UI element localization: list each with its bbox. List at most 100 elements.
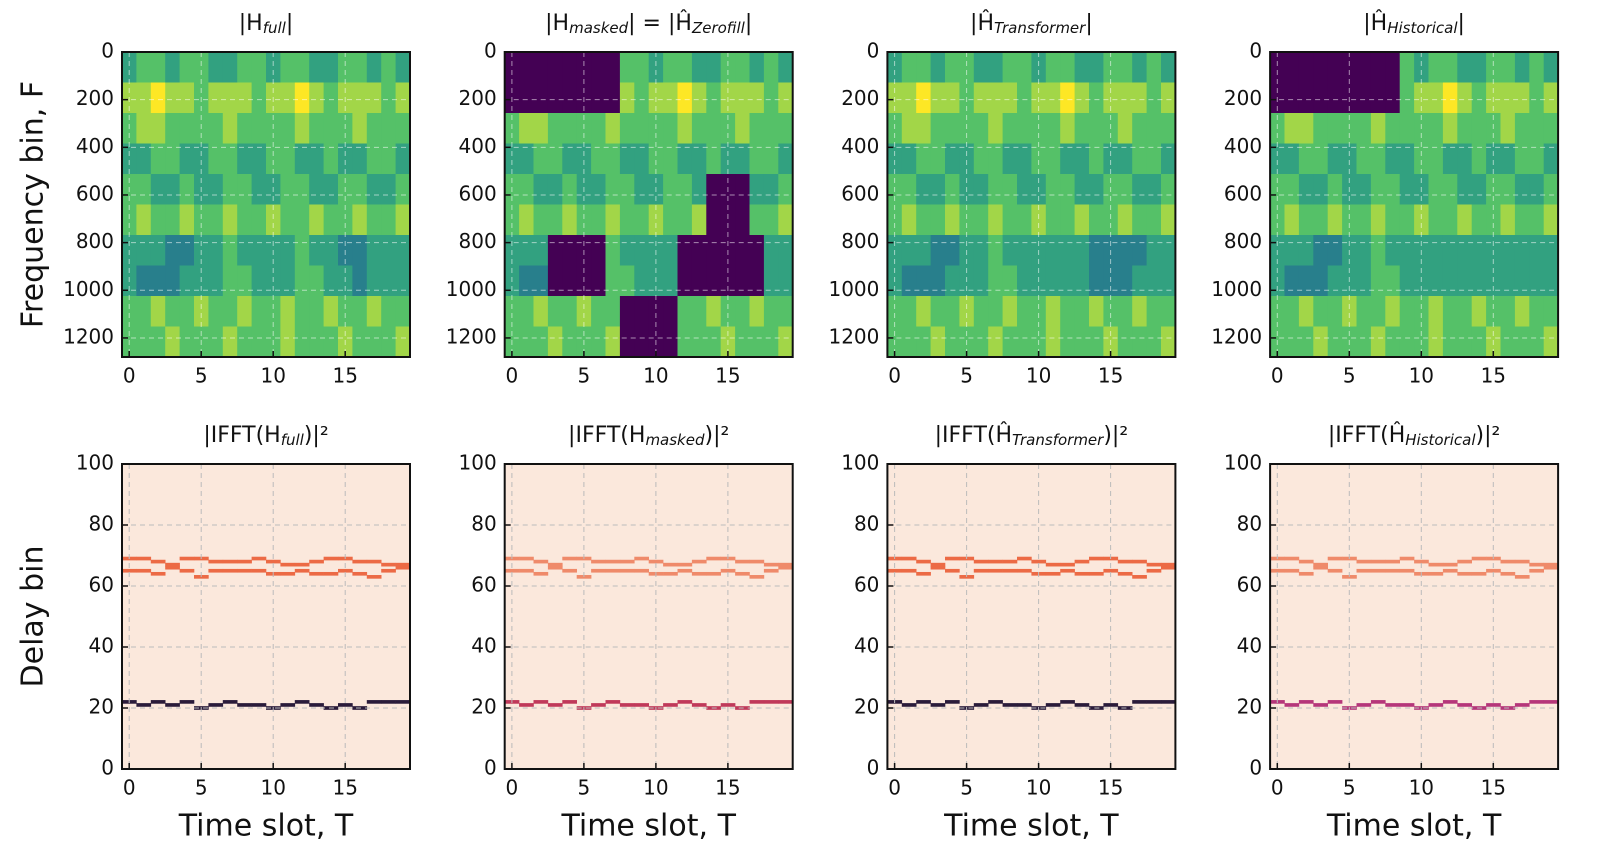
heat-cell bbox=[930, 52, 946, 83]
heat-cell bbox=[1486, 204, 1501, 236]
heat-cell bbox=[1060, 174, 1076, 205]
delay-path bbox=[1161, 700, 1176, 704]
heat-cell bbox=[619, 326, 635, 358]
heat-cell bbox=[194, 52, 209, 83]
heat-cell bbox=[973, 296, 989, 327]
delay-path bbox=[619, 568, 635, 573]
heat-cell bbox=[1529, 326, 1545, 358]
heat-cell bbox=[1327, 296, 1343, 327]
heat-cell bbox=[1385, 265, 1401, 297]
delay-path bbox=[930, 703, 946, 707]
delay-path bbox=[352, 559, 368, 564]
heat-cell bbox=[395, 204, 411, 236]
heat-cell bbox=[591, 326, 606, 358]
heat-cell bbox=[1132, 113, 1148, 144]
heat-cell bbox=[916, 113, 932, 144]
heat-cell bbox=[122, 52, 137, 83]
delay-path bbox=[1356, 568, 1372, 573]
panel-title: |ĤHistorical| bbox=[1363, 10, 1465, 37]
heat-cell bbox=[1414, 296, 1429, 327]
heat-cell bbox=[309, 326, 325, 358]
delay-path bbox=[1442, 568, 1458, 573]
heat-cell bbox=[988, 235, 1004, 266]
heat-cell bbox=[1161, 296, 1176, 327]
heat-cell bbox=[735, 174, 750, 205]
heat-cell bbox=[1313, 143, 1329, 175]
heat-cell bbox=[1284, 82, 1300, 114]
heat-cell bbox=[1428, 326, 1444, 358]
heat-cell bbox=[1270, 204, 1285, 236]
delay-path bbox=[1370, 559, 1386, 564]
delay-path bbox=[208, 703, 224, 707]
heat-cell bbox=[1342, 204, 1357, 236]
heat-cell bbox=[778, 82, 794, 114]
heat-cell bbox=[1313, 204, 1329, 236]
heat-cell bbox=[763, 113, 779, 144]
x-tick-label: 0 bbox=[1271, 364, 1284, 388]
heat-cell bbox=[973, 82, 989, 114]
x-tick-label: 0 bbox=[888, 364, 901, 388]
heat-cell bbox=[1074, 326, 1090, 358]
heat-cell bbox=[280, 326, 296, 358]
delay-path bbox=[1500, 559, 1516, 564]
heat-cell bbox=[179, 52, 195, 83]
heat-cell bbox=[988, 174, 1004, 205]
heat-cell bbox=[519, 265, 534, 297]
heat-cell bbox=[973, 326, 989, 358]
delay-path bbox=[619, 703, 635, 707]
x-tick-label: 5 bbox=[960, 364, 973, 388]
heat-cell bbox=[251, 52, 267, 83]
delay-path bbox=[533, 571, 549, 576]
heat-cell bbox=[778, 296, 794, 327]
delay-path bbox=[150, 571, 166, 576]
heat-cell bbox=[973, 174, 989, 205]
heat-cell bbox=[208, 296, 224, 327]
heat-cell bbox=[735, 204, 750, 236]
heat-cell bbox=[251, 235, 267, 266]
heat-cell bbox=[1543, 82, 1559, 114]
panel: 0 5 10 15 0 200 400 600 800 1000 1200 |Hfull| Freque… bbox=[16, 11, 411, 388]
delay-path bbox=[619, 559, 635, 564]
heat-cell bbox=[1500, 174, 1516, 205]
heat-cell bbox=[562, 296, 578, 327]
heat-cell bbox=[591, 296, 606, 327]
heat-cell bbox=[1327, 174, 1343, 205]
heat-cell bbox=[706, 265, 722, 297]
heat-cell bbox=[251, 326, 267, 358]
heat-cell bbox=[945, 113, 960, 144]
heat-cell bbox=[136, 296, 152, 327]
delay-path bbox=[1457, 703, 1472, 707]
heat-cell bbox=[1500, 113, 1516, 144]
heat-cell bbox=[930, 265, 946, 297]
heat-cell bbox=[1356, 235, 1372, 266]
heat-cell bbox=[1500, 82, 1516, 114]
heat-cell bbox=[959, 52, 975, 83]
title-part: |IFFT(Ĥ bbox=[1328, 422, 1405, 448]
heat-cell bbox=[165, 265, 181, 297]
delay-path bbox=[1146, 700, 1162, 704]
heat-cell bbox=[562, 52, 578, 83]
x-tick-label: 10 bbox=[1409, 776, 1434, 800]
heat-cell bbox=[1385, 52, 1401, 83]
heat-cell bbox=[1442, 143, 1458, 175]
heat-cell bbox=[323, 326, 339, 358]
heat-cell bbox=[763, 235, 779, 266]
delay-path bbox=[1385, 559, 1400, 564]
delay-path bbox=[720, 568, 736, 573]
heat-cell bbox=[691, 296, 707, 327]
heat-cell bbox=[251, 296, 267, 327]
heat-cell bbox=[1514, 296, 1530, 327]
y-tick-label: 0 bbox=[101, 39, 114, 63]
title-part: )|² bbox=[1103, 423, 1128, 448]
heat-cell bbox=[691, 204, 707, 236]
heat-cell bbox=[366, 265, 382, 297]
heat-cell bbox=[352, 235, 368, 266]
heat-cell bbox=[648, 52, 664, 83]
delay-path bbox=[901, 703, 917, 707]
heat-cell bbox=[1313, 113, 1329, 144]
heat-cell bbox=[591, 82, 606, 114]
heat-cell bbox=[930, 235, 946, 266]
heat-cell bbox=[778, 174, 794, 205]
heat-cell bbox=[1471, 235, 1487, 266]
